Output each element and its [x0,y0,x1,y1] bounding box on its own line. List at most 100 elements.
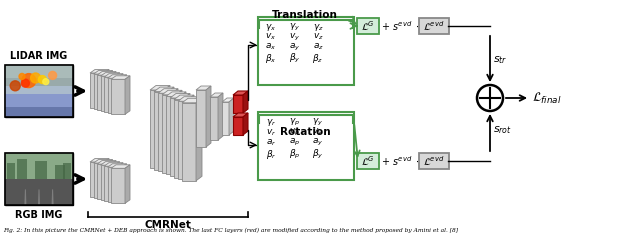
Polygon shape [154,87,174,92]
Polygon shape [233,113,248,117]
Circle shape [49,71,56,79]
Polygon shape [90,162,104,197]
Polygon shape [150,90,164,168]
Text: CMRNet: CMRNet [145,220,191,230]
Text: $v_y$: $v_y$ [312,127,324,138]
Text: $a_z$: $a_z$ [312,42,323,52]
Text: $a_y$: $a_y$ [289,42,301,53]
Polygon shape [108,167,122,202]
Text: $\gamma_x$: $\gamma_x$ [266,22,276,33]
Text: LIDAR IMG: LIDAR IMG [10,51,68,61]
Polygon shape [210,93,223,97]
Polygon shape [210,97,218,140]
Polygon shape [122,164,127,202]
Polygon shape [111,168,125,203]
Polygon shape [115,73,120,111]
Text: $v_z$: $v_z$ [312,32,323,43]
Polygon shape [52,189,54,205]
Polygon shape [97,72,116,75]
Polygon shape [63,163,71,179]
Text: Rotation: Rotation [280,127,330,137]
Polygon shape [178,101,192,179]
Polygon shape [164,86,170,168]
Text: $\mathcal{L}^{evd}$: $\mathcal{L}^{evd}$ [423,154,445,168]
Polygon shape [93,160,113,163]
Text: $+\ s^{evd}\ \cdot$: $+\ s^{evd}\ \cdot$ [381,19,420,33]
Text: $\gamma_r$: $\gamma_r$ [266,117,276,128]
Polygon shape [38,189,40,205]
Circle shape [21,79,29,87]
Polygon shape [104,163,123,166]
Polygon shape [158,89,178,93]
Text: $\beta_p$: $\beta_p$ [289,148,301,161]
FancyBboxPatch shape [419,153,449,169]
Polygon shape [104,70,109,108]
Circle shape [31,73,40,83]
Text: $a_r$: $a_r$ [266,137,276,148]
Text: $a_y$: $a_y$ [312,137,324,148]
Text: $\beta_y$: $\beta_y$ [312,148,324,161]
Polygon shape [5,78,73,86]
Polygon shape [182,103,196,181]
Polygon shape [5,65,73,78]
Polygon shape [222,102,229,135]
Polygon shape [104,166,118,201]
Polygon shape [111,161,116,199]
Text: RGB IMG: RGB IMG [15,210,63,220]
Polygon shape [222,98,234,102]
Text: $v_r$: $v_r$ [266,127,276,137]
Polygon shape [233,91,248,95]
Polygon shape [108,78,122,113]
Text: $\beta_x$: $\beta_x$ [265,52,276,65]
Polygon shape [243,113,248,135]
Text: $v_p$: $v_p$ [289,127,301,138]
Polygon shape [233,117,243,135]
Polygon shape [174,95,194,100]
Polygon shape [93,74,108,109]
Polygon shape [125,165,130,203]
Text: $v_y$: $v_y$ [289,32,301,43]
Polygon shape [97,164,111,199]
Text: $s_{tr}$: $s_{tr}$ [493,54,508,66]
Polygon shape [258,17,354,85]
Polygon shape [90,70,109,73]
Polygon shape [17,159,27,179]
Text: $a_x$: $a_x$ [266,42,276,52]
Polygon shape [178,97,198,101]
Polygon shape [5,179,73,205]
Polygon shape [174,100,188,178]
Polygon shape [5,94,73,107]
Polygon shape [233,95,243,113]
Polygon shape [97,161,116,164]
Polygon shape [180,92,186,174]
Polygon shape [196,90,206,147]
Polygon shape [90,73,104,108]
Polygon shape [170,98,184,176]
Polygon shape [192,97,198,179]
Polygon shape [35,161,47,179]
Polygon shape [111,79,125,114]
Text: $\beta_z$: $\beta_z$ [312,52,324,65]
Text: $s_{rot}$: $s_{rot}$ [493,124,512,136]
Polygon shape [93,70,113,74]
Polygon shape [7,163,15,179]
Text: $\gamma_p$: $\gamma_p$ [289,117,301,128]
Polygon shape [166,92,186,96]
Polygon shape [111,72,116,110]
Polygon shape [218,93,223,140]
Polygon shape [104,158,109,197]
Circle shape [10,81,20,91]
Polygon shape [104,77,118,112]
Polygon shape [243,91,248,113]
FancyBboxPatch shape [357,18,379,34]
Polygon shape [150,86,170,90]
Text: $\gamma_y$: $\gamma_y$ [289,22,301,33]
Polygon shape [125,76,130,114]
Polygon shape [206,86,211,147]
Polygon shape [115,162,120,200]
Polygon shape [168,87,174,170]
Polygon shape [184,94,190,176]
Polygon shape [229,98,234,135]
FancyBboxPatch shape [419,18,449,34]
Text: $\beta_y$: $\beta_y$ [289,52,301,65]
